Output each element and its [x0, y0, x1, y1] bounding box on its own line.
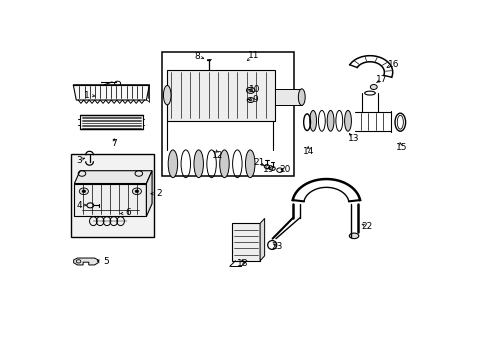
Circle shape [79, 188, 88, 195]
Text: 7: 7 [111, 139, 117, 148]
Circle shape [248, 89, 252, 91]
Polygon shape [70, 154, 154, 237]
Polygon shape [74, 184, 146, 216]
Text: 11: 11 [247, 51, 259, 60]
Text: 8: 8 [194, 52, 199, 61]
Polygon shape [80, 115, 142, 129]
Text: 4: 4 [76, 201, 81, 210]
Polygon shape [146, 171, 152, 216]
Text: 13: 13 [347, 134, 359, 143]
Ellipse shape [219, 150, 229, 177]
Text: 16: 16 [387, 60, 399, 69]
Text: 20: 20 [279, 165, 290, 174]
Text: 14: 14 [302, 147, 313, 156]
Text: 2: 2 [156, 189, 162, 198]
Polygon shape [167, 69, 275, 121]
Circle shape [269, 167, 275, 170]
Polygon shape [260, 219, 264, 261]
Text: 1: 1 [84, 90, 90, 99]
Text: 22: 22 [361, 222, 372, 231]
Text: 3: 3 [76, 156, 81, 165]
Text: 19: 19 [263, 165, 274, 174]
Circle shape [264, 165, 269, 168]
Polygon shape [231, 223, 260, 261]
Text: 21: 21 [253, 158, 264, 167]
Text: 6: 6 [125, 208, 131, 217]
Ellipse shape [298, 89, 305, 105]
Text: 9: 9 [252, 95, 258, 104]
Circle shape [132, 188, 141, 195]
Text: 12: 12 [211, 151, 223, 160]
Text: 5: 5 [103, 257, 109, 266]
Circle shape [369, 85, 376, 90]
Circle shape [247, 98, 253, 103]
Polygon shape [275, 89, 301, 105]
Circle shape [82, 190, 85, 193]
Text: 18: 18 [236, 258, 247, 267]
Ellipse shape [163, 85, 171, 105]
Circle shape [246, 87, 254, 93]
Polygon shape [74, 258, 98, 265]
Text: 17: 17 [375, 75, 386, 84]
Circle shape [249, 99, 251, 101]
Text: 23: 23 [270, 242, 282, 251]
Ellipse shape [348, 233, 358, 239]
Ellipse shape [168, 150, 177, 177]
Ellipse shape [309, 111, 316, 131]
Text: 15: 15 [395, 144, 407, 153]
Ellipse shape [326, 111, 333, 131]
Text: 10: 10 [249, 85, 261, 94]
Ellipse shape [194, 150, 203, 177]
Ellipse shape [344, 111, 351, 131]
Polygon shape [74, 171, 152, 184]
Circle shape [135, 190, 139, 193]
Ellipse shape [245, 150, 254, 177]
Polygon shape [73, 85, 149, 100]
